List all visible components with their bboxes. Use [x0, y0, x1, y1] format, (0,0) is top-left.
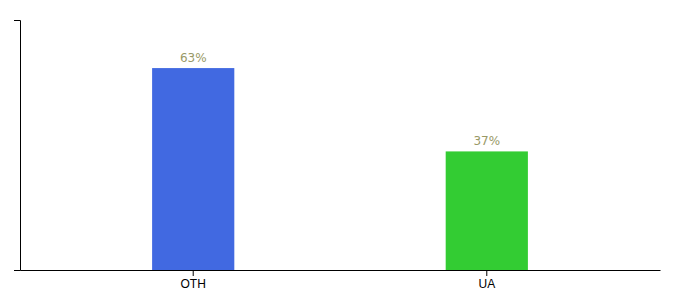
data-label: 63%	[180, 51, 207, 65]
y-axis-line	[14, 21, 21, 271]
chart-svg: 63% 37% OTH UA	[0, 0, 680, 300]
x-tick-mark	[193, 270, 194, 276]
x-tick-label: UA	[478, 277, 495, 291]
x-axis-line	[21, 270, 661, 271]
data-labels: 63% 37%	[180, 51, 500, 148]
x-tick-mark	[486, 270, 487, 276]
y-axis	[14, 21, 21, 271]
x-tick: OTH	[181, 270, 206, 291]
bar	[152, 68, 234, 270]
bar	[446, 151, 528, 270]
data-label: 37%	[473, 134, 500, 148]
plot: 63% 37% OTH UA	[14, 21, 661, 291]
x-tick: UA	[478, 270, 495, 291]
bars	[152, 68, 528, 270]
x-tick-label: OTH	[181, 277, 206, 291]
chart-container: 63% 37% OTH UA	[0, 0, 680, 300]
x-axis: OTH UA	[21, 270, 661, 291]
